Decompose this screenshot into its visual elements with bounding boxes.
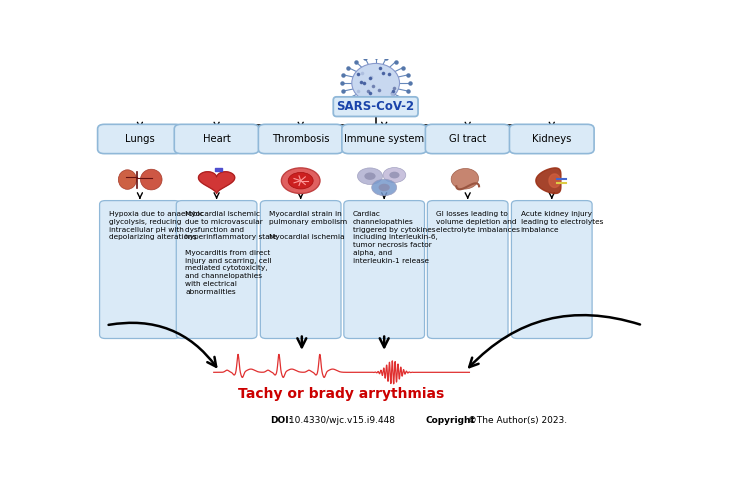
- Ellipse shape: [451, 168, 479, 189]
- Polygon shape: [199, 172, 235, 193]
- Circle shape: [358, 168, 383, 184]
- FancyBboxPatch shape: [260, 201, 341, 339]
- Text: Copyright: Copyright: [426, 416, 476, 425]
- Circle shape: [389, 172, 399, 179]
- Circle shape: [364, 172, 375, 180]
- Ellipse shape: [141, 169, 162, 190]
- Text: Immune system: Immune system: [344, 134, 424, 144]
- Text: ©The Author(s) 2023.: ©The Author(s) 2023.: [465, 416, 567, 425]
- FancyBboxPatch shape: [100, 201, 180, 339]
- Text: Heart: Heart: [203, 134, 230, 144]
- Circle shape: [281, 168, 320, 193]
- Text: Cardiac
channelopathies
triggered by cytokines
including interleukin-6,
tumor ne: Cardiac channelopathies triggered by cyt…: [353, 211, 438, 264]
- Text: GI tract: GI tract: [449, 134, 486, 144]
- Circle shape: [372, 179, 397, 196]
- Text: Lungs: Lungs: [125, 134, 155, 144]
- FancyBboxPatch shape: [174, 124, 259, 154]
- Text: Thrombosis: Thrombosis: [272, 134, 329, 144]
- Text: Myocardial ischemic
due to microvascular
dysfunction and
hyperinflammatory state: Myocardial ischemic due to microvascular…: [185, 211, 278, 295]
- Text: GI losses leading to
volume depletion and
electrolyte imbalances: GI losses leading to volume depletion an…: [436, 211, 520, 233]
- Text: DOI:: DOI:: [270, 416, 292, 425]
- Text: Acute kidney injury
leading to electrolytes
imbalance: Acute kidney injury leading to electroly…: [520, 211, 603, 233]
- FancyBboxPatch shape: [427, 201, 508, 339]
- Text: Kidneys: Kidneys: [532, 134, 572, 144]
- Circle shape: [288, 172, 313, 189]
- Text: Tachy or brady arrythmias: Tachy or brady arrythmias: [238, 387, 445, 401]
- FancyBboxPatch shape: [176, 201, 257, 339]
- Polygon shape: [536, 168, 561, 193]
- Text: Myocardial strain in
pulmonary embolism

Myocardial ischemia: Myocardial strain in pulmonary embolism …: [270, 211, 347, 241]
- FancyBboxPatch shape: [425, 124, 510, 154]
- Ellipse shape: [352, 63, 399, 102]
- Text: 10.4330/wjc.v15.i9.448: 10.4330/wjc.v15.i9.448: [286, 416, 395, 425]
- FancyBboxPatch shape: [344, 201, 424, 339]
- Text: Hypoxia due to anaerobic
glycolysis, reducing
intracellular pH with
depolarizing: Hypoxia due to anaerobic glycolysis, red…: [108, 211, 203, 241]
- FancyBboxPatch shape: [512, 201, 592, 339]
- Text: SARS-CoV-2: SARS-CoV-2: [336, 100, 415, 113]
- FancyBboxPatch shape: [342, 124, 427, 154]
- FancyBboxPatch shape: [509, 124, 594, 154]
- Circle shape: [378, 183, 390, 191]
- Ellipse shape: [118, 170, 136, 189]
- FancyBboxPatch shape: [97, 124, 183, 154]
- FancyBboxPatch shape: [258, 124, 343, 154]
- Circle shape: [383, 167, 406, 183]
- Polygon shape: [549, 174, 560, 187]
